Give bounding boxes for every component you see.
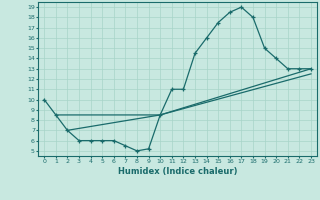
- X-axis label: Humidex (Indice chaleur): Humidex (Indice chaleur): [118, 167, 237, 176]
